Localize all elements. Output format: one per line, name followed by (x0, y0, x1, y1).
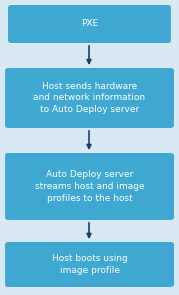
FancyBboxPatch shape (5, 153, 174, 220)
Text: Host sends hardware
and network information
to Auto Deploy server: Host sends hardware and network informat… (33, 82, 146, 114)
Text: PXE: PXE (81, 19, 98, 29)
Text: Auto Deploy server
streams host and image
profiles to the host: Auto Deploy server streams host and imag… (35, 170, 144, 203)
FancyBboxPatch shape (5, 242, 174, 287)
FancyBboxPatch shape (8, 5, 171, 43)
Text: Host boots using
image profile: Host boots using image profile (52, 254, 127, 275)
FancyBboxPatch shape (5, 68, 174, 128)
